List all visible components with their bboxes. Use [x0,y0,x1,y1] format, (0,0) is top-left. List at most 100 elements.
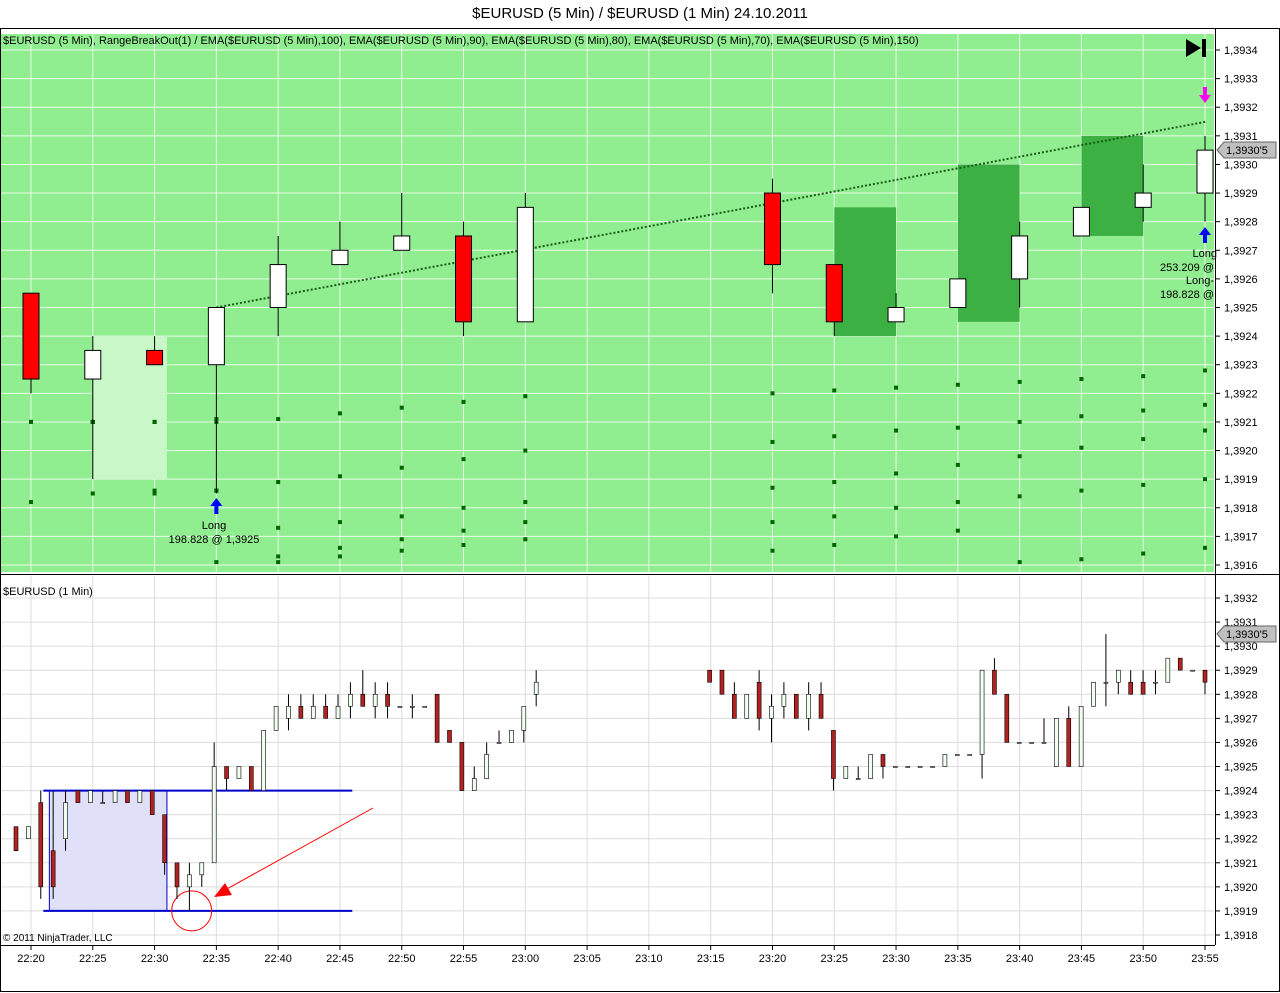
lower-range-rect [48,790,168,912]
jump-to-end-icon[interactable] [1186,39,1206,57]
minute-body [310,706,316,719]
minute-body [372,693,378,707]
annotation-arrow-line [224,807,374,891]
ema-dot [461,528,466,533]
minute-body [459,742,465,791]
lower-y-tick-label: 1,3923 [1224,810,1258,822]
ema-dot [1141,551,1146,556]
minute-body [1116,669,1121,683]
ema-dot [461,457,466,462]
x-tick-label: 23:10 [635,953,663,965]
ema-dot [1203,477,1207,482]
x-tick-label: 23:45 [1068,953,1096,965]
candle-body-23:40 [1011,235,1029,280]
x-tick-label: 22:25 [79,953,107,965]
long-entry-label: Long [202,520,226,532]
ema-dot [1141,437,1146,442]
ema-dot [523,448,528,453]
breakout-box [1081,135,1144,236]
candle-body-23:20 [763,192,781,266]
minute-body [905,766,911,768]
lower-y-tick-label: 1,3930 [1224,641,1258,653]
minute-body [1054,718,1059,767]
minute-body [1128,681,1133,695]
minute-body [880,754,886,767]
ema-dot [399,514,404,519]
lower-y-tick-label: 1,3922 [1224,834,1258,846]
ema-dot [337,545,342,550]
ema-dot [894,385,899,390]
minute-body [509,730,514,743]
ema-dot [152,419,157,424]
candle-body-22:50 [393,235,411,251]
minute-body [422,706,428,708]
ema-dot [1141,482,1146,487]
ema-dot [955,500,960,505]
minute-body [769,706,774,719]
candle-body-22:30 [146,349,164,366]
ema-dot [1141,408,1146,413]
ema-dot [894,534,899,539]
candle-body-22:35 [207,307,225,366]
ema-dot [1079,445,1084,450]
minute-body [112,790,118,803]
x-tick-label: 22:35 [203,953,231,965]
upper-y-tick-label: 1,3923 [1224,360,1258,372]
x-tick-label: 22:40 [264,953,292,965]
breakout-box [834,207,897,337]
ema-dot [337,411,342,416]
candle-body-22:20 [22,292,40,380]
ema-dot [832,480,837,485]
upper-y-tick-label: 1,3918 [1224,503,1258,515]
minute-body [13,826,19,852]
ema-dot [1141,374,1146,379]
minute-body [348,693,353,707]
minute-body [249,766,254,791]
long-right-detail-2: 198.828 @ [1160,289,1214,301]
ema-dot [955,462,960,467]
ema-dot [894,505,899,510]
x-tick-label: 23:50 [1129,953,1157,965]
long-arrow-icon [1199,227,1211,243]
minute-body [979,669,985,755]
upper-y-tick-label: 1,3933 [1224,74,1258,86]
candle-body-23:00 [516,206,534,323]
long-right-label: Long [1193,248,1217,260]
minute-body [410,706,415,708]
minute-body [199,862,205,876]
lower-panel-label: $EURUSD (1 Min) [3,586,93,598]
minute-body [1029,742,1034,744]
candle-body-22:25 [84,349,102,380]
candle-body-23:55 [1196,149,1214,194]
ema-dot [1017,494,1022,499]
x-tick-label: 22:20 [17,953,45,965]
minute-body [397,706,403,708]
copyright-text: © 2011 NinjaTrader, LLC [3,933,113,944]
x-tick-label: 23:25 [820,953,848,965]
minute-body [793,693,799,719]
ema-dot [1017,379,1022,384]
minute-body [930,766,935,768]
minute-body [1153,681,1158,684]
annotation-circle [171,890,213,932]
minute-body [471,778,477,791]
minute-body [261,730,267,791]
upper-y-tick-label: 1,3917 [1224,531,1258,543]
upper-y-tick-label: 1,3930 [1224,159,1258,171]
lower-y-tick-label: 1,3920 [1224,882,1258,894]
lower-y-tick-label: 1,3921 [1224,858,1258,870]
long-arrow-icon [210,498,223,514]
minute-body [125,790,130,803]
ema-dot [770,439,775,444]
x-tick-label: 23:40 [1006,953,1034,965]
minute-body [707,669,712,683]
ema-dot [1079,488,1084,493]
minute-body [298,706,304,719]
ema-dot [894,428,899,433]
ema-dot [29,419,33,424]
ema-dot [894,471,899,476]
upper-y-tick-label: 1,3928 [1224,217,1258,229]
short-arrow-icon [1199,87,1211,103]
x-tick-label: 23:15 [697,953,725,965]
x-tick-label: 23:00 [512,953,540,965]
